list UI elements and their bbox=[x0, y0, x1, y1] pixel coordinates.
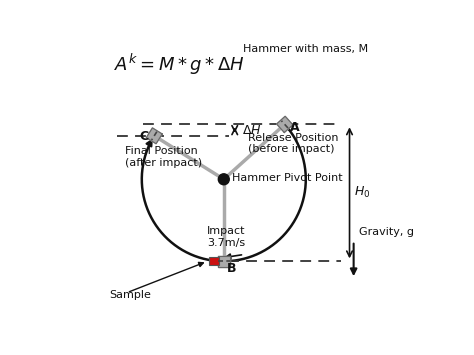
Text: Final Position
(after impact): Final Position (after impact) bbox=[126, 147, 202, 168]
Bar bbox=[209, 257, 219, 266]
Text: Gravity, g: Gravity, g bbox=[358, 227, 413, 237]
Text: $\Delta H$: $\Delta H$ bbox=[242, 124, 261, 137]
Text: Release Position
(before impact): Release Position (before impact) bbox=[248, 133, 339, 154]
Text: $H_0$: $H_0$ bbox=[354, 185, 370, 200]
Polygon shape bbox=[277, 116, 293, 132]
Bar bbox=[218, 256, 230, 267]
Text: $A^k = M * g * \Delta H$: $A^k = M * g * \Delta H$ bbox=[114, 52, 245, 77]
Polygon shape bbox=[218, 256, 229, 267]
Text: C: C bbox=[139, 130, 148, 143]
Text: Impact: Impact bbox=[207, 226, 246, 236]
Text: Sample: Sample bbox=[109, 290, 151, 300]
Circle shape bbox=[219, 174, 229, 185]
Text: A: A bbox=[290, 121, 299, 134]
Text: 3.7m/s: 3.7m/s bbox=[208, 238, 246, 248]
Text: Hammer with mass, M: Hammer with mass, M bbox=[243, 44, 368, 54]
Polygon shape bbox=[146, 128, 162, 144]
Text: B: B bbox=[227, 262, 237, 275]
Text: Hammer Pivot Point: Hammer Pivot Point bbox=[232, 173, 343, 183]
